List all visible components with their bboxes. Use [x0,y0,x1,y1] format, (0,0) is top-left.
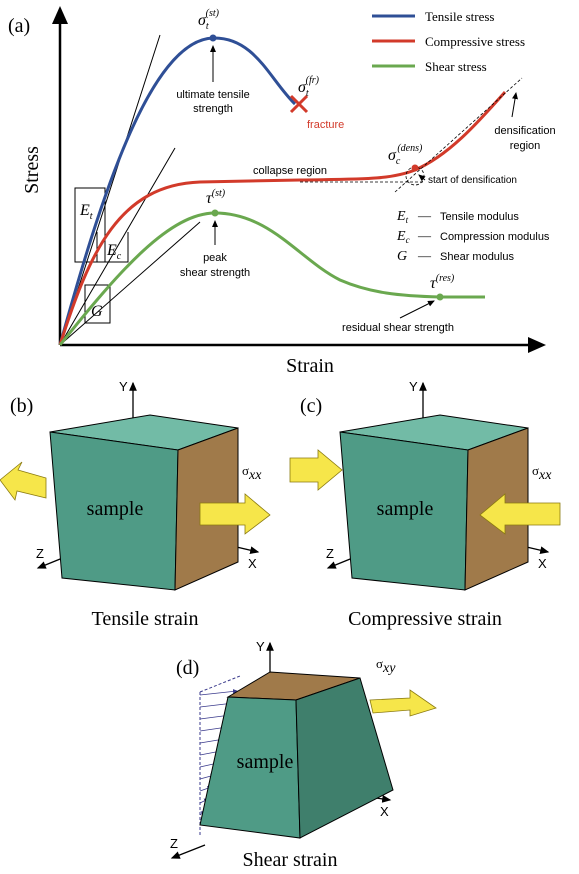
load-arrow [290,450,342,490]
annotation: start of densification [428,175,517,186]
annotation: region [510,140,541,152]
point [437,294,444,301]
panel-label: (b) [10,395,33,417]
caption: Compressive strain [348,608,502,630]
axis-label: Y [119,379,128,394]
subscript: t [406,215,409,225]
slopes [60,35,200,345]
subscript: xx [538,468,552,483]
slope-label: Ec [106,242,122,262]
dash: — [417,228,432,243]
y-axis-label: Stress [21,146,43,194]
panel-label: (c) [300,395,322,417]
stress-label: σxx [532,463,552,483]
symbol: σ [376,656,383,671]
sample-label: sample [237,751,294,773]
sample-label: sample [377,498,434,520]
arrow [52,6,68,24]
annotation: ultimate tensile [176,89,249,101]
math-label: σt(fr) [298,75,320,99]
caption: Tensile strain [92,608,199,630]
modulus-name: Shear modulus [440,251,514,263]
math-label: σc(dens) [388,143,423,167]
stress-label: σxx [242,463,262,483]
dash: — [417,208,432,223]
math-label: τ(res) [430,273,455,292]
legend-label: Compressive stress [425,34,525,49]
load-arrow [370,690,436,716]
panel-label: (d) [176,657,199,679]
axis-label: Z [36,546,44,561]
axis-label: Z [170,836,178,851]
slope-label: Et [79,202,93,222]
subscript: c [406,235,410,245]
symbol: σ [532,463,539,478]
stress-label: σxy [376,656,396,676]
sample-label: sample [87,498,144,520]
legend-label: Tensile stress [425,9,495,24]
axis-label: X [380,804,389,819]
symbol: G [397,249,407,264]
moduli-legend: Et — Tensile modulus Ec — Compression modulus… [396,208,550,264]
x-axis-label: Strain [286,355,334,377]
annotation: peak [203,252,227,264]
annotation: fracture [307,119,344,131]
subscript: xy [382,661,396,676]
axis-label: Y [256,639,265,654]
axis-label: Y [409,379,418,394]
symbol: E [396,209,406,224]
math-label: τ(st) [206,188,226,207]
legend-label: Shear stress [425,59,487,74]
dash: — [417,248,432,263]
guide [200,676,240,692]
figure: (a) Stress Strain Et Ec G σt(st) ultimat… [0,0,579,874]
annotation: collapse region [253,165,327,177]
point [412,165,419,172]
symbol: σ [242,463,249,478]
caption: Shear strain [243,849,338,871]
annotation: shear strength [180,267,250,279]
axis-label: X [538,556,547,571]
legend: Tensile stress Compressive stress Shear st… [372,9,525,74]
modulus-name: Compression modulus [440,231,550,243]
point [212,210,219,217]
math-label: σt(st) [198,8,220,32]
modulus-symbol: G [397,249,407,264]
axis-label: Z [326,546,334,561]
panel-a: (a) Stress Strain Et Ec G σt(st) ultimat… [8,6,556,377]
modulus-name: Tensile modulus [440,211,519,223]
modulus-symbol: Ec [396,229,410,245]
modulus-symbol: Et [396,209,409,225]
subscript: xx [248,468,262,483]
symbol: E [396,229,406,244]
load-arrow [0,462,46,500]
arrow [528,337,546,353]
tensile-curve [60,38,295,345]
annotation: densification [494,125,555,137]
annotation: strength [193,103,233,115]
annotation: residual shear strength [342,322,454,334]
compressive-curve [60,92,505,345]
panel-label: (a) [8,15,30,37]
axis-label: X [248,556,257,571]
point [210,35,217,42]
